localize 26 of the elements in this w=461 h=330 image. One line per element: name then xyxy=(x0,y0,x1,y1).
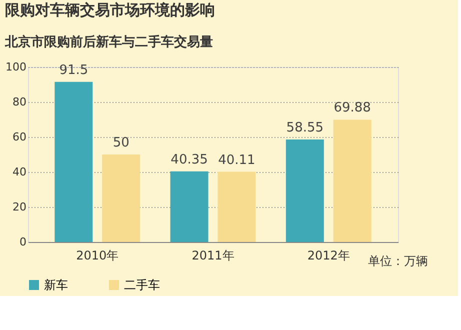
bar xyxy=(102,154,140,242)
bar xyxy=(218,172,256,242)
bar xyxy=(286,140,324,242)
y-tick-label: 100 xyxy=(6,60,26,74)
data-label: 58.55 xyxy=(286,120,324,136)
chart-title: 限购对车辆交易市场环境的影响 xyxy=(5,1,216,19)
data-label: 69.88 xyxy=(334,100,371,116)
legend-label: 新车 xyxy=(44,278,68,292)
bar xyxy=(170,171,208,242)
chart-subtitle: 北京市限购前后新车与二手车交易量 xyxy=(4,34,214,50)
x-tick-label: 2010年 xyxy=(76,248,119,262)
y-tick-label: 20 xyxy=(12,200,26,214)
bar xyxy=(333,120,372,242)
x-tick-label: 2012年 xyxy=(307,248,350,262)
data-label: 40.11 xyxy=(218,152,256,168)
legend-label: 二手车 xyxy=(124,278,160,292)
y-tick-label: 80 xyxy=(12,96,26,108)
x-tick-label: 2011年 xyxy=(192,248,234,262)
y-tick-label: 40 xyxy=(12,166,26,178)
y-tick-label: 60 xyxy=(12,130,26,144)
data-label: 50 xyxy=(112,136,130,150)
data-label: 91.5 xyxy=(59,62,88,78)
text: 单位：万辆 xyxy=(368,254,428,268)
y-tick-label: 0 xyxy=(20,236,26,248)
data-label: 40.35 xyxy=(170,152,208,168)
bar xyxy=(54,82,93,242)
